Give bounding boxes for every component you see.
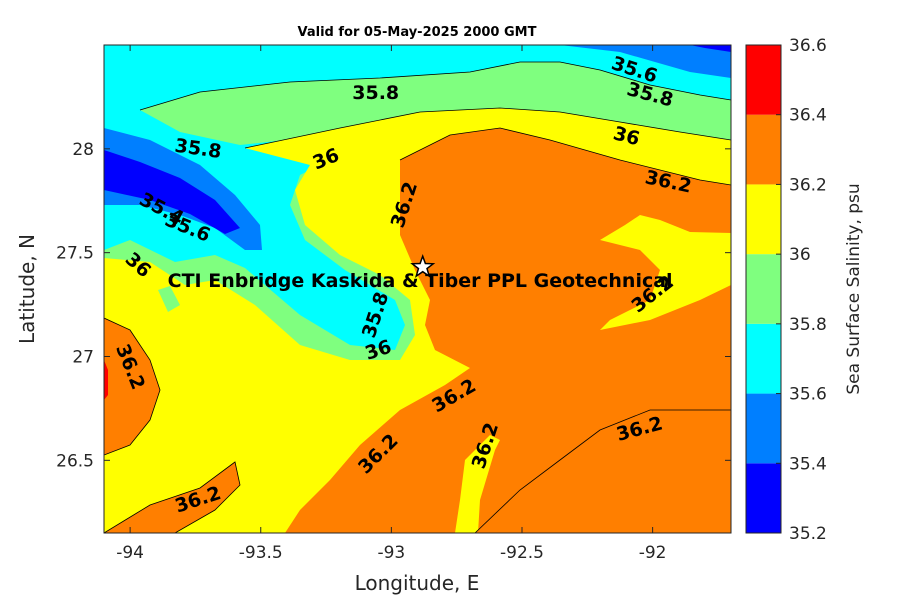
region-36-2-to-36-4-south — [475, 410, 731, 533]
contour-lines — [104, 61, 731, 533]
colorbar-tick-label: 36.2 — [789, 175, 827, 195]
site-annotation: CTI Enbridge Kaskida & Tiber PPL Geotech… — [168, 270, 673, 292]
colorbar-swatch — [746, 114, 781, 185]
region-35-4-to-35-6-top — [560, 45, 731, 78]
contour-line-35-8 — [139, 61, 731, 111]
x-tick-label: -93 — [377, 543, 405, 563]
colorbar — [746, 45, 781, 533]
x-axis-label: Longitude, E — [355, 571, 480, 595]
y-tick-label: 27 — [72, 347, 94, 367]
region-36-4-to-36-6 — [104, 360, 108, 400]
region-36-2-to-36-4-west — [104, 318, 160, 455]
colorbar-swatch — [746, 184, 781, 255]
contour-line-36-2-west — [104, 317, 161, 456]
contour-line-36-2-southwest — [104, 461, 241, 533]
region-36-2-to-36-4-southwest — [104, 462, 240, 533]
colorbar-label: Sea Surface Salinity, psu — [844, 183, 864, 394]
contour-label: 35.8 — [352, 82, 399, 104]
colorbar-swatch — [746, 254, 781, 324]
x-tick-label: -92.5 — [500, 543, 544, 563]
colorbar-tick-label: 35.6 — [789, 385, 827, 405]
colorbar-tick-label: 35.8 — [789, 315, 827, 335]
region-35-2-to-35-4-left — [104, 150, 240, 234]
x-tick-label: -92 — [639, 543, 667, 563]
x-tick-label: -94 — [116, 543, 144, 563]
colorbar-frame — [745, 44, 782, 534]
y-tick-label: 26.5 — [56, 451, 94, 471]
colorbar-ticks: 35.2 35.4 35.6 35.8 36 36.2 36.4 36.6 — [776, 36, 827, 544]
colorbar-swatch — [746, 45, 781, 115]
colorbar-swatch — [746, 463, 781, 533]
contour-line-36-2-south — [474, 409, 731, 533]
contour-line-36-2 — [399, 127, 731, 186]
x-axis-ticks: -94 -93.5 -93 -92.5 -92 — [116, 45, 667, 563]
y-tick-label: 27.5 — [56, 244, 94, 264]
y-tick-label: 28 — [72, 140, 94, 160]
colorbar-tick-label: 36.4 — [789, 106, 827, 126]
colorbar-tick-label: 36.6 — [789, 36, 827, 56]
contour-line-36-0 — [244, 107, 731, 149]
x-tick-label: -93.5 — [239, 543, 283, 563]
colorbar-tick-label: 35.4 — [789, 454, 827, 474]
y-axis-label: Latitude, N — [15, 234, 39, 344]
colorbar-tick-label: 35.2 — [789, 524, 827, 544]
island-35-8-to-36-0 — [158, 286, 180, 312]
plot-frame — [103, 44, 732, 534]
colorbar-tick-label: 36 — [789, 245, 811, 265]
y-axis-ticks: 26.5 27 27.5 28 — [56, 140, 731, 471]
chart-title: Valid for 05-May-2025 2000 GMT — [298, 25, 537, 40]
site-star-icon — [410, 253, 436, 278]
colorbar-swatch — [746, 393, 781, 464]
contour-fill-layer — [104, 45, 731, 533]
region-35-2-to-35-4-top — [690, 45, 731, 52]
colorbar-swatch — [746, 323, 781, 394]
